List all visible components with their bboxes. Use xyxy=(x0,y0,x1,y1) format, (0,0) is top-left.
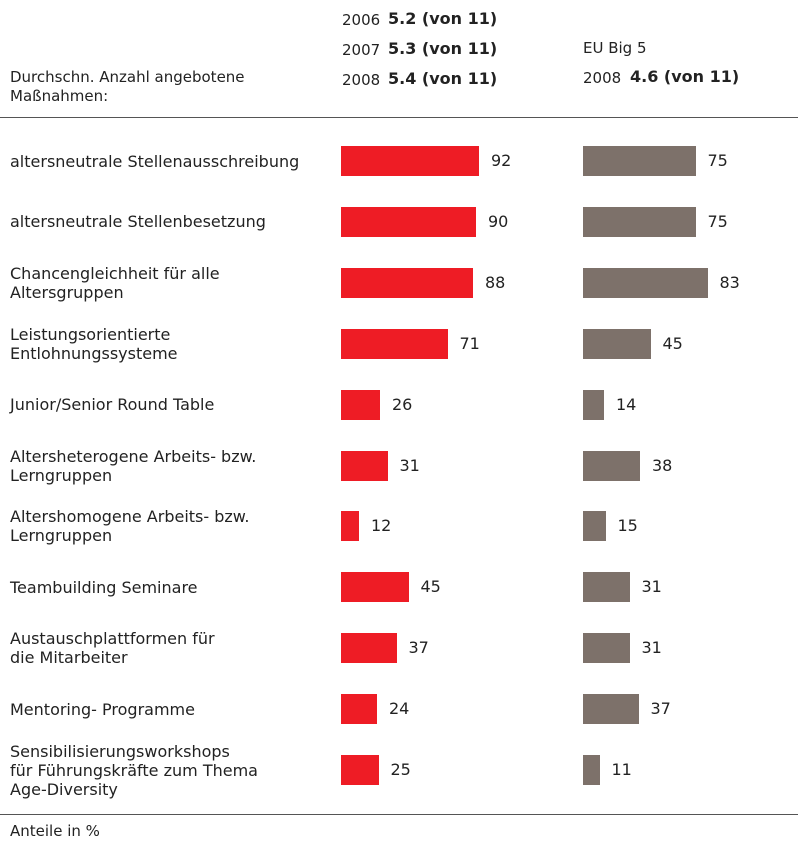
bar xyxy=(583,511,606,542)
summary-year: 2006 xyxy=(342,11,381,29)
summary-label: Durchschn. Anzahl angebotene Maßnahmen: xyxy=(10,68,245,105)
category-label: Leistungsorientierte Entlohnungssysteme xyxy=(10,324,178,363)
bar xyxy=(341,755,379,785)
bar xyxy=(583,450,640,481)
value-label: 15 xyxy=(617,516,638,536)
bar xyxy=(341,633,397,664)
eu-year: 2008 xyxy=(583,69,622,87)
category-label: Mentoring- Programme xyxy=(10,699,195,719)
value-label: 92 xyxy=(491,151,512,170)
summary-year: 2007 xyxy=(342,41,381,59)
bar xyxy=(341,389,380,420)
value-label: 75 xyxy=(707,211,728,231)
category-label: Altersheterogene Arbeits- bzw. Lerngrupp… xyxy=(10,446,257,485)
bar xyxy=(341,572,409,603)
value-label: 31 xyxy=(641,577,662,597)
footnote: Anteile in % xyxy=(10,822,100,840)
category-label: Altershomogene Arbeits- bzw. Lerngruppen xyxy=(10,507,250,546)
category-label: altersneutrale Stellenbesetzung xyxy=(10,212,266,232)
eu-label: EU Big 5 xyxy=(583,39,647,57)
category-label: Chancengleichheit für alle Altersgruppen xyxy=(10,263,220,302)
category-label: Sensibilisierungsworkshops für Führungsk… xyxy=(10,741,258,799)
rule xyxy=(0,814,798,815)
summary-value: 5.3 (von 11) xyxy=(388,39,498,58)
value-label: 45 xyxy=(420,577,441,597)
bar xyxy=(583,572,630,603)
value-label: 90 xyxy=(488,211,509,231)
rule xyxy=(0,117,798,118)
summary-year: 2008 xyxy=(342,71,381,89)
bar xyxy=(341,511,359,542)
category-label: altersneutrale Stellenausschreibung xyxy=(10,151,300,171)
value-label: 11 xyxy=(611,760,632,779)
bar xyxy=(583,694,639,725)
summary-value: 5.2 (von 11) xyxy=(388,9,498,28)
value-label: 12 xyxy=(371,516,392,536)
bar xyxy=(341,206,476,237)
bar xyxy=(583,206,696,237)
value-label: 75 xyxy=(707,151,728,170)
bar xyxy=(341,146,479,176)
bar xyxy=(583,755,600,785)
value-label: 24 xyxy=(389,699,410,719)
bar xyxy=(341,694,377,725)
value-label: 38 xyxy=(652,455,673,475)
value-label: 31 xyxy=(641,638,662,658)
bar xyxy=(341,267,473,298)
eu-value: 4.6 (von 11) xyxy=(630,67,740,86)
bar xyxy=(583,146,696,176)
bar xyxy=(341,328,448,359)
value-label: 88 xyxy=(485,272,506,292)
category-label: Junior/Senior Round Table xyxy=(10,395,215,415)
bar xyxy=(341,450,388,481)
value-label: 83 xyxy=(719,272,740,292)
category-label: Austauschplattformen für die Mitarbeiter xyxy=(10,629,215,668)
value-label: 25 xyxy=(390,760,411,779)
value-label: 37 xyxy=(650,699,671,719)
bar xyxy=(583,633,630,664)
value-label: 71 xyxy=(459,333,480,353)
value-label: 14 xyxy=(616,394,637,414)
bar xyxy=(583,328,651,359)
value-label: 31 xyxy=(399,455,420,475)
bar xyxy=(583,389,604,420)
category-label: Teambuilding Seminare xyxy=(10,577,198,597)
value-label: 26 xyxy=(392,394,413,414)
summary-value: 5.4 (von 11) xyxy=(388,69,498,88)
bar xyxy=(583,267,708,298)
value-label: 37 xyxy=(408,638,429,658)
value-label: 45 xyxy=(662,333,683,353)
